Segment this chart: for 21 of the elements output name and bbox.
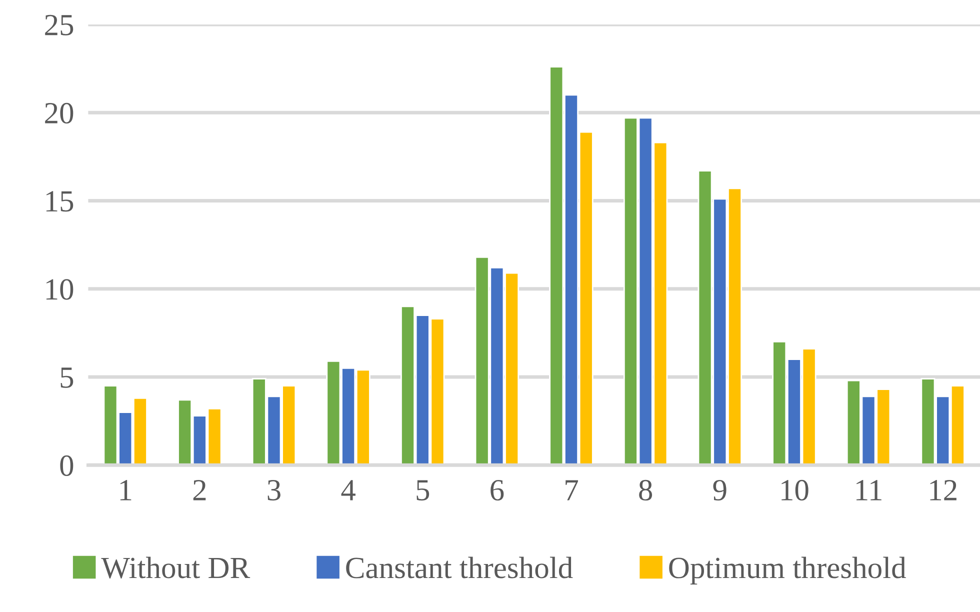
x-tick-label: 12 [930, 480, 956, 500]
x-tick-label: 2 [193, 480, 206, 500]
legend-label: Without DR [101, 556, 250, 578]
x-tick-label: 7 [566, 480, 578, 500]
x-tick-label: 3 [268, 480, 280, 501]
x-tick-label: 1 [120, 480, 132, 500]
x-tick-label: 6 [490, 480, 504, 501]
y-tick-label: 25 [45, 14, 74, 36]
y-tick-label: 20 [45, 102, 74, 124]
x-tick-label: 5 [416, 480, 430, 501]
y-tick-label: 15 [46, 191, 74, 212]
x-tick-label: 8 [639, 480, 652, 501]
y-tick-label: 0 [60, 455, 74, 476]
x-tick-label: 4 [341, 480, 356, 500]
y-tick-label: 5 [60, 368, 74, 388]
legend-label: Canstant threshold [346, 556, 573, 578]
x-tick-label: 10 [782, 480, 808, 501]
x-tick-label: 11 [856, 480, 882, 500]
y-tick-label: 10 [46, 279, 74, 300]
legend-label: Optimum threshold [669, 556, 906, 584]
x-tick-label: 9 [713, 480, 726, 501]
